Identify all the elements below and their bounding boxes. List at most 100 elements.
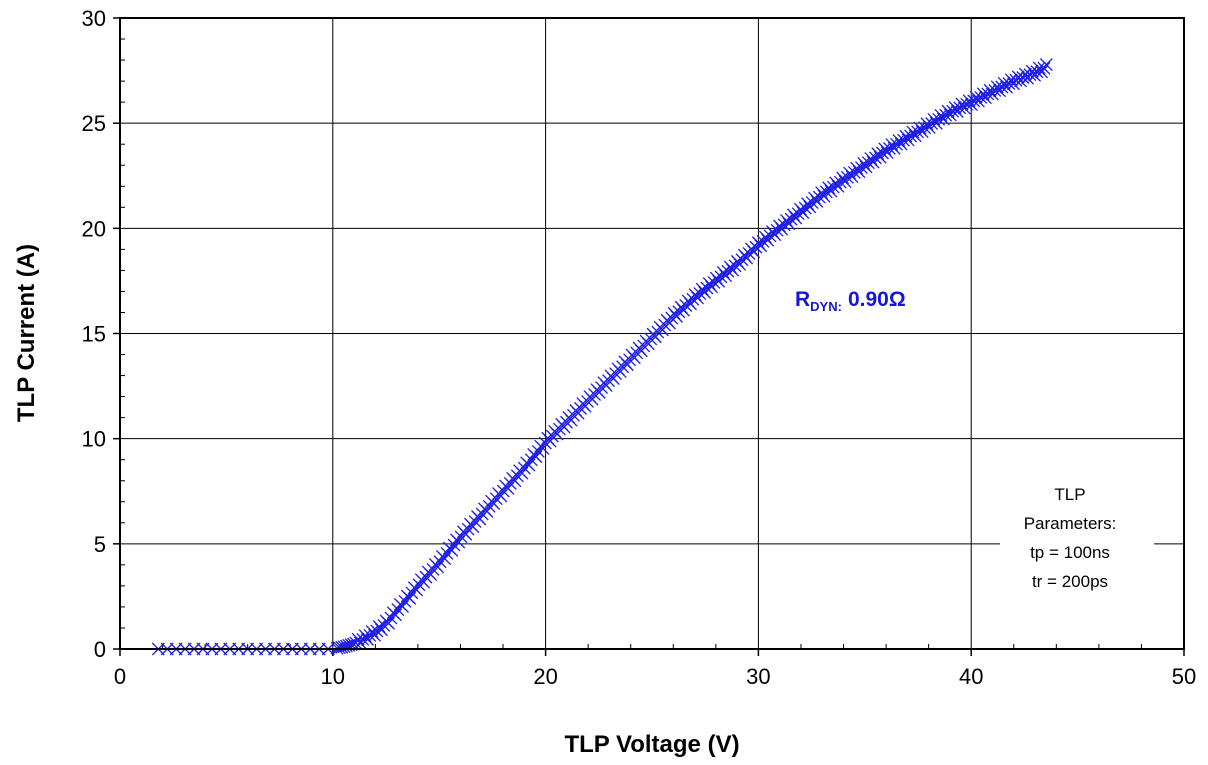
marker-stroke: [939, 108, 953, 122]
marker-stroke: [955, 97, 969, 111]
marker-stroke: [684, 297, 697, 311]
marker-stroke: [993, 84, 1006, 98]
marker-stroke: [946, 104, 960, 118]
y-tick-label: 30: [82, 6, 106, 31]
marker-stroke: [904, 129, 918, 143]
data-point-marker: [1007, 77, 1021, 91]
data-point-marker: [964, 98, 978, 112]
marker-stroke: [1016, 71, 1030, 84]
x-tick-label: 0: [114, 664, 126, 689]
marker-stroke: [1030, 65, 1044, 79]
plot-area-border: [119, 17, 1185, 650]
marker-stroke: [892, 133, 906, 147]
note-line-3: tp = 100ns: [1030, 543, 1110, 562]
data-point-marker: [349, 636, 363, 650]
marker-stroke: [948, 101, 962, 115]
data-point-marker: [728, 259, 742, 273]
data-point-marker: [962, 94, 976, 108]
marker-stroke: [950, 105, 964, 118]
data-point-marker: [1039, 58, 1053, 72]
data-point-marker: [1037, 61, 1051, 75]
data-point-marker: [948, 101, 962, 115]
data-point-marker: [983, 83, 997, 97]
tick-labels: 0 10 20 30 40 50 0 5 10 15 20 25 30: [82, 6, 1197, 689]
marker-stroke: [906, 125, 920, 139]
data-point-marker: [1032, 61, 1046, 75]
data-point-marker: [978, 91, 992, 105]
marker-stroke: [361, 632, 374, 646]
marker-stroke: [964, 98, 978, 112]
data-point-marker: [887, 141, 901, 155]
data-point-marker: [1016, 71, 1030, 84]
data-point-marker: [990, 80, 1004, 94]
marker-stroke: [726, 263, 740, 277]
grid-lines: [120, 18, 1184, 649]
marker-stroke: [974, 90, 988, 104]
data-point-marker: [911, 125, 925, 139]
rdyn-subscript: DYN:: [810, 299, 842, 314]
data-point-marker: [1035, 65, 1049, 79]
marker-stroke: [894, 137, 908, 151]
marker-stroke: [1039, 58, 1053, 72]
marker-stroke: [983, 83, 997, 97]
marker-stroke: [890, 137, 903, 151]
data-point-marker: [1023, 68, 1037, 82]
x-tick-label: 20: [533, 664, 557, 689]
marker-stroke: [876, 146, 889, 160]
marker-stroke: [1035, 65, 1049, 79]
marker-stroke: [356, 632, 370, 646]
marker-stroke: [728, 259, 742, 273]
marker-stroke: [880, 145, 894, 159]
note-line-2: Parameters:: [1024, 514, 1117, 533]
data-point-marker: [880, 145, 894, 159]
data-point-marker: [339, 639, 353, 653]
marker-stroke: [1021, 71, 1035, 85]
data-point-marker: [351, 632, 365, 646]
marker-stroke: [1028, 68, 1042, 82]
marker-stroke: [988, 84, 1002, 97]
marker-stroke: [349, 636, 363, 650]
data-point-marker: [969, 90, 983, 104]
data-point-marker: [894, 137, 908, 151]
marker-stroke: [995, 80, 1009, 94]
marker-stroke: [883, 142, 896, 155]
marker-stroke: [864, 152, 878, 166]
marker-stroke: [829, 176, 843, 190]
marker-stroke: [990, 80, 1004, 94]
data-point-marker: [1000, 80, 1013, 94]
data-point-marker: [997, 76, 1011, 90]
marker-stroke: [354, 636, 367, 650]
marker-stroke: [843, 166, 857, 180]
data-point-marker: [971, 94, 985, 108]
marker-stroke: [337, 640, 351, 654]
marker-stroke: [986, 87, 999, 101]
marker-stroke: [822, 181, 836, 195]
data-point-marker: [943, 108, 957, 122]
data-point-marker: [929, 116, 943, 130]
data-point-marker: [993, 84, 1006, 98]
data-point-marker: [354, 636, 367, 650]
marker-stroke: [1007, 77, 1021, 91]
marker-stroke: [1014, 74, 1028, 88]
rdyn-value: 0.90Ω: [848, 288, 906, 311]
marker-stroke: [1002, 77, 1016, 90]
data-point-marker: [922, 120, 936, 134]
marker-stroke: [936, 112, 950, 126]
data-point-marker: [883, 142, 896, 155]
marker-stroke: [978, 91, 992, 105]
y-tick-label: 20: [82, 216, 106, 241]
marker-stroke: [997, 76, 1011, 90]
marker-stroke: [915, 125, 929, 139]
marker-stroke: [857, 156, 871, 170]
data-point-marker: [988, 84, 1002, 97]
data-point-marker: [726, 263, 740, 277]
x-axis-title: TLP Voltage (V): [564, 731, 739, 758]
marker-stroke: [967, 94, 981, 108]
data-point-marker: [918, 121, 932, 135]
marker-stroke: [927, 113, 941, 127]
data-point-marker: [960, 97, 974, 111]
marker-stroke: [969, 90, 983, 104]
data-point-marker: [915, 125, 929, 139]
marker-stroke: [911, 125, 925, 139]
marker-stroke: [1000, 80, 1013, 94]
